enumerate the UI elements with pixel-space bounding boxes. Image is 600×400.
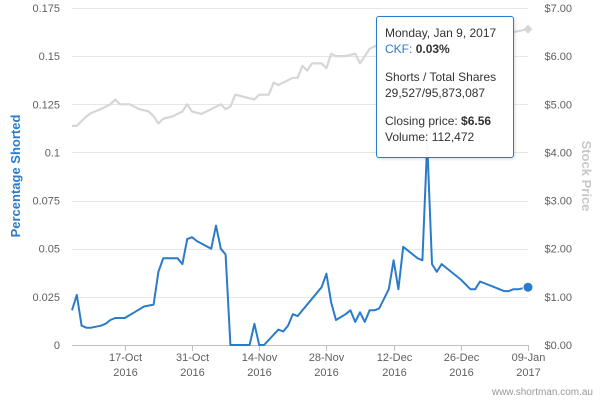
y-left-tick-label: 0.175 — [32, 3, 60, 15]
x-tick-label: 17-Oct — [109, 352, 142, 364]
y-right-tick-label: $1.00 — [544, 292, 572, 304]
y-left-tick-label: 0.025 — [32, 292, 60, 304]
y-left-tick-label: 0.05 — [39, 244, 60, 256]
tooltip-ticker-row: CKF: 0.03% — [385, 41, 505, 57]
y-left-tick-label: 0.1 — [45, 147, 60, 159]
grid-lines — [72, 8, 528, 346]
percentage-shorted-marker[interactable] — [522, 281, 534, 293]
y-left-tick-label: 0.125 — [32, 99, 60, 111]
x-tick-label: 31-Oct — [176, 352, 209, 364]
y-right-tick-label: $5.00 — [544, 99, 572, 111]
x-tick-year: 2016 — [449, 367, 473, 379]
y-right-tick-label: $6.00 — [544, 51, 572, 63]
x-tick-year: 2016 — [180, 367, 204, 379]
x-tick-label: 28-Nov — [309, 352, 345, 364]
y-right-tick-label: $4.00 — [544, 147, 572, 159]
tooltip-closing-value: $6.56 — [461, 114, 492, 128]
x-tick-year: 2016 — [382, 367, 406, 379]
credit-text: www.shortman.com.au — [491, 387, 593, 398]
y-right-tick-label: $0.00 — [544, 340, 572, 352]
y-right-tick-label: $7.00 — [544, 3, 572, 15]
x-tick-year: 2016 — [113, 367, 137, 379]
y-right-tick-label: $2.00 — [544, 244, 572, 256]
percentage-shorted-line — [71, 141, 529, 346]
y-right-tick-label: $3.00 — [544, 196, 572, 208]
y-left-tick-label: 0 — [54, 340, 60, 352]
y-left-tick-label: 0.15 — [39, 51, 60, 63]
y-axis-left-title: Percentage Shorted — [8, 115, 23, 238]
x-tick-year: 2017 — [516, 367, 540, 379]
y-left-tick-label: 0.075 — [32, 196, 60, 208]
y-axis-right: $0.00 $1.00 $2.00 $3.00 $4.00 $5.00 $6.00 $7.00 — [544, 3, 572, 352]
stock-price-marker[interactable] — [523, 24, 533, 34]
x-tick-label: 12-Dec — [377, 352, 413, 364]
tooltip-date: Monday, Jan 9, 2017 — [385, 26, 497, 40]
tooltip-ticker: CKF: — [385, 42, 413, 56]
x-tick-label: 14-Nov — [242, 352, 278, 364]
y-axis-right-title: Stock Price — [579, 141, 594, 212]
tooltip-closing-label: Closing price: — [385, 114, 458, 128]
tooltip-closing-row: Closing price: $6.56 — [385, 113, 505, 129]
tooltip: Monday, Jan 9, 2017 CKF: 0.03% Shorts / … — [376, 16, 514, 158]
x-tick-year: 2016 — [247, 367, 271, 379]
tooltip-shorts-label: Shorts / Total Shares — [385, 70, 497, 84]
tooltip-volume: Volume: 112,472 — [385, 130, 475, 144]
x-tick-label: 26-Dec — [444, 352, 480, 364]
x-tick-year: 2016 — [314, 367, 338, 379]
x-axis: 17-Oct 2016 31-Oct 2016 14-Nov 2016 28-Nov 2016… — [109, 345, 545, 379]
tooltip-shorts-value: 29,527/95,873,087 — [385, 86, 486, 100]
x-tick-label: 09-Jan — [512, 352, 546, 364]
tooltip-percent: 0.03% — [415, 42, 450, 56]
y-axis-left: 0 0.025 0.05 0.075 0.1 0.125 0.15 0.175 — [32, 3, 60, 352]
